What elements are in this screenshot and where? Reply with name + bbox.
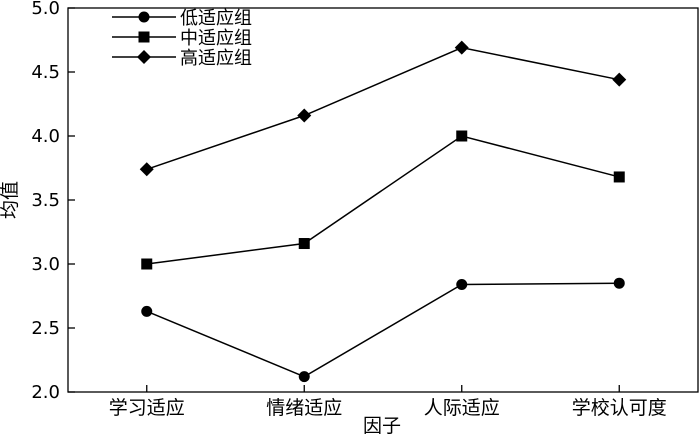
legend-marker	[137, 50, 151, 64]
y-tick-label: 2.5	[31, 318, 60, 339]
series-line	[146, 46, 620, 170]
legend-item: 高适应组	[112, 48, 252, 69]
y-tick-label: 5.0	[31, 0, 60, 19]
axes	[67, 7, 699, 393]
data-point	[456, 278, 468, 290]
series-line	[146, 282, 620, 378]
data-point	[613, 171, 625, 183]
data-point	[298, 371, 310, 383]
series-3	[139, 40, 627, 177]
legend-marker	[138, 31, 150, 43]
plot-frame	[67, 7, 699, 393]
legend-item: 中适应组	[112, 28, 252, 49]
y-ticks: 2.0 2.5 3.0 3.5 4.0 4.5 5.0	[31, 0, 75, 403]
x-tick-label: 学校认可度	[572, 397, 667, 419]
data-point	[297, 108, 312, 123]
data-point	[139, 162, 154, 177]
x-tick-label: 人际适应	[424, 397, 500, 419]
data-point	[612, 72, 627, 87]
data-point	[298, 238, 310, 250]
y-tick-label: 3.5	[31, 190, 60, 211]
legend-label: 中适应组	[180, 28, 252, 49]
data-point	[613, 277, 625, 289]
series-group	[139, 40, 627, 383]
x-category-labels: 学习适应 情绪适应 人际适应 学校认可度	[109, 385, 667, 419]
x-axis-label: 因子	[363, 415, 401, 437]
y-tick-label: 4.0	[31, 126, 60, 147]
x-tick-label: 情绪适应	[266, 397, 342, 419]
legend-label: 低适应组	[180, 8, 252, 29]
legend-item: 低适应组	[112, 8, 252, 29]
y-tick-label: 3.0	[31, 254, 60, 275]
series-line	[146, 135, 620, 265]
series-2	[141, 130, 625, 270]
y-tick-label: 2.0	[31, 382, 60, 403]
legend-label: 高适应组	[180, 48, 252, 69]
series-1	[141, 277, 625, 383]
x-tick-label: 学习适应	[109, 397, 185, 419]
legend-marker	[138, 11, 150, 23]
data-point	[454, 40, 469, 55]
data-point	[141, 258, 153, 270]
y-tick-label: 4.5	[31, 62, 60, 83]
y-axis-label: 均值	[0, 181, 21, 219]
data-point	[456, 130, 468, 142]
data-point	[141, 305, 153, 317]
